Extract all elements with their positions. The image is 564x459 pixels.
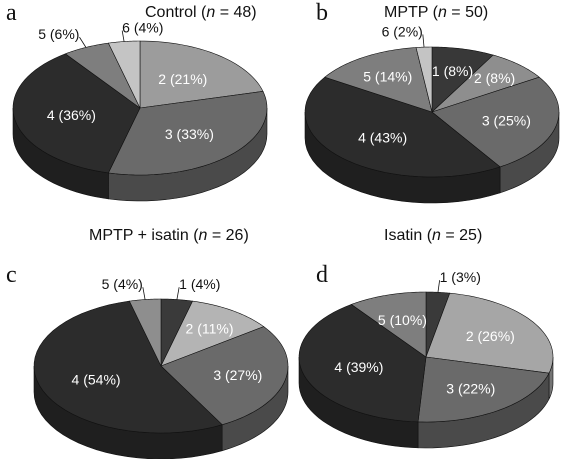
slice-label-1: 1 (4%) (179, 276, 220, 292)
slice-label-6: 6 (2%) (382, 23, 423, 39)
pie-b: 1 (8%) 2 (8%) 3 (25%) 4 (43%) 5 (14%) 6 (2%) (304, 23, 560, 204)
slice-label-4: 4 (43%) (358, 129, 407, 145)
panel-title-a: Control (n = 48) (145, 4, 257, 21)
slice-label-5: 5 (6%) (38, 26, 79, 42)
panel-letter-a: a (6, 0, 17, 26)
slice-label-3: 3 (33%) (165, 126, 214, 142)
slice-label-3: 3 (25%) (482, 113, 531, 129)
slice-label-5: 5 (14%) (363, 68, 412, 84)
leader-line-6 (121, 30, 125, 42)
panel-letter-b: b (316, 0, 328, 26)
pie-c: 1 (4%) 2 (11%) 3 (27%) 4 (54%) 5 (4%) (33, 276, 289, 459)
pie-slice-4 (33, 300, 223, 434)
pie-slice-2 (431, 54, 540, 113)
panel-title-d: Isatin (n = 25) (384, 227, 482, 244)
pie-slice-3 (431, 76, 560, 168)
slice-label-4: 4 (36%) (47, 107, 96, 123)
slice-label-2: 2 (8%) (474, 70, 515, 86)
pie-side-group (298, 356, 554, 449)
slice-label-3: 3 (27%) (213, 367, 262, 383)
slice-label-4: 4 (39%) (334, 359, 383, 375)
pie-slice-1 (431, 46, 494, 113)
pie-slice-3 (417, 356, 550, 423)
panel-title-b: MPTP (n = 50) (384, 4, 488, 21)
leader-line-1 (437, 280, 441, 293)
pie-slice-2 (425, 292, 554, 374)
pie-slice-2 (160, 300, 265, 367)
panel-letter-c: c (6, 262, 17, 288)
panel-a: a Control (n = 48) 2 (21%) 3 (33%) 4 (36%)… (6, 0, 268, 202)
leader-line-5 (142, 287, 146, 300)
pie-slice-4 (298, 304, 427, 423)
leader-line-5 (79, 36, 87, 48)
slice-label-1: 1 (3%) (440, 269, 481, 285)
panel-b: b MPTP (n = 50) 1 (8%) 2 (8%) 3 (25%) 4 (43… (304, 0, 560, 204)
slice-label-5: 5 (4%) (102, 276, 143, 292)
slice-label-4: 4 (54%) (72, 372, 121, 388)
pie-slice-2 (139, 40, 264, 109)
leader-line-6 (422, 34, 425, 48)
pie-slice-5 (324, 47, 433, 113)
pie-slice-3 (160, 326, 289, 426)
slice-label-2: 2 (21%) (158, 71, 207, 87)
leader-line-1 (176, 287, 180, 300)
slice-label-2: 2 (26%) (466, 328, 515, 344)
pie-slice-5 (350, 291, 427, 358)
slice-label-2: 2 (11%) (186, 320, 234, 336)
slice-label-5: 5 (10%) (378, 312, 427, 328)
slice-label-1: 1 (8%) (432, 63, 473, 79)
pie-a: 2 (21%) 3 (33%) 4 (36%) 5 (6%) 6 (4%) (12, 20, 268, 202)
slice-label-6: 6 (4%) (122, 20, 163, 36)
pie-slice-4 (304, 76, 501, 178)
slice-label-3: 3 (22%) (446, 381, 495, 397)
panel-letter-d: d (316, 262, 328, 288)
panel-c: c MPTP + isatin (n = 26) 1 (4%) 2 (11%) 3 … (6, 227, 289, 459)
panel-d: d Isatin (n = 25) 1 (3%) 2 (26%) 3 (22%) 4 … (298, 227, 554, 449)
pie-d: 1 (3%) 2 (26%) 3 (22%) 4 (39%) 5 (10%) (298, 269, 554, 449)
pie-slice-3 (107, 91, 268, 176)
panel-title-c: MPTP + isatin (n = 26) (89, 227, 249, 244)
pie-slice-4 (12, 53, 141, 174)
